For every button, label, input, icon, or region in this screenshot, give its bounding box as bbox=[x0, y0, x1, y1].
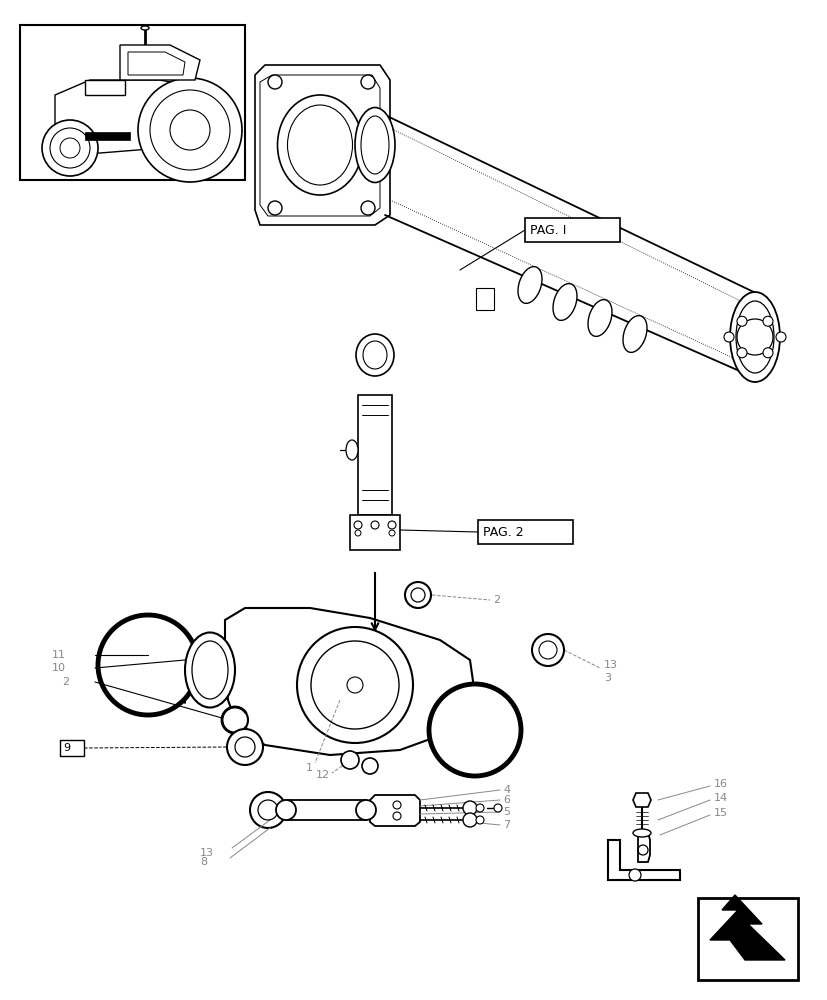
Text: 13: 13 bbox=[603, 660, 617, 670]
Bar bbox=[285, 800, 366, 820]
Ellipse shape bbox=[355, 107, 394, 183]
Text: PAG. I: PAG. I bbox=[529, 224, 566, 236]
Circle shape bbox=[42, 120, 98, 176]
Ellipse shape bbox=[356, 800, 375, 820]
Circle shape bbox=[494, 804, 501, 812]
Bar bbox=[60, 740, 84, 756]
Text: 16: 16 bbox=[713, 779, 727, 789]
Text: 13: 13 bbox=[200, 848, 213, 858]
Bar bbox=[477, 520, 572, 544]
Bar bbox=[357, 395, 391, 515]
Ellipse shape bbox=[277, 95, 362, 195]
Text: 8: 8 bbox=[200, 857, 207, 867]
Circle shape bbox=[250, 792, 285, 828]
Ellipse shape bbox=[729, 292, 779, 382]
Circle shape bbox=[341, 751, 359, 769]
Bar bbox=[524, 218, 619, 242]
Text: 5: 5 bbox=[502, 807, 509, 817]
Text: 10: 10 bbox=[52, 663, 66, 673]
Ellipse shape bbox=[587, 300, 611, 336]
Polygon shape bbox=[638, 832, 649, 862]
Circle shape bbox=[532, 634, 563, 666]
Circle shape bbox=[138, 78, 241, 182]
Ellipse shape bbox=[275, 800, 295, 820]
Text: 7: 7 bbox=[502, 820, 509, 830]
Circle shape bbox=[388, 521, 395, 529]
Text: 12: 12 bbox=[316, 770, 330, 780]
Ellipse shape bbox=[346, 440, 357, 460]
Polygon shape bbox=[55, 80, 220, 155]
Polygon shape bbox=[85, 80, 125, 95]
Polygon shape bbox=[370, 795, 419, 826]
Circle shape bbox=[361, 758, 378, 774]
Circle shape bbox=[268, 75, 282, 89]
Ellipse shape bbox=[184, 633, 235, 708]
Circle shape bbox=[762, 348, 772, 358]
Circle shape bbox=[476, 804, 484, 812]
Ellipse shape bbox=[356, 334, 394, 376]
Circle shape bbox=[428, 684, 520, 776]
Text: 3: 3 bbox=[603, 673, 610, 683]
Text: 4: 4 bbox=[502, 785, 509, 795]
Text: 11: 11 bbox=[52, 650, 66, 660]
Circle shape bbox=[629, 869, 640, 881]
Circle shape bbox=[222, 707, 248, 733]
Circle shape bbox=[723, 332, 733, 342]
Circle shape bbox=[150, 90, 230, 170]
Circle shape bbox=[170, 110, 210, 150]
Circle shape bbox=[462, 801, 476, 815]
Circle shape bbox=[297, 627, 413, 743]
Circle shape bbox=[354, 521, 361, 529]
Text: 1: 1 bbox=[306, 763, 313, 773]
Polygon shape bbox=[255, 65, 390, 225]
Circle shape bbox=[98, 615, 198, 715]
Bar bbox=[476, 288, 494, 310]
Text: 2: 2 bbox=[492, 595, 500, 605]
Circle shape bbox=[762, 316, 772, 326]
Polygon shape bbox=[225, 608, 475, 755]
Polygon shape bbox=[709, 895, 784, 960]
Ellipse shape bbox=[552, 284, 576, 320]
Polygon shape bbox=[632, 793, 650, 807]
Circle shape bbox=[736, 316, 746, 326]
Circle shape bbox=[227, 729, 263, 765]
Circle shape bbox=[404, 582, 431, 608]
Ellipse shape bbox=[622, 316, 646, 352]
Circle shape bbox=[775, 332, 785, 342]
Circle shape bbox=[393, 812, 400, 820]
Polygon shape bbox=[607, 840, 679, 880]
Text: PAG. 2: PAG. 2 bbox=[482, 526, 523, 538]
Circle shape bbox=[361, 75, 375, 89]
Circle shape bbox=[476, 816, 484, 824]
Bar bbox=[20, 25, 245, 180]
Circle shape bbox=[462, 813, 476, 827]
Ellipse shape bbox=[141, 26, 149, 30]
Bar bbox=[697, 898, 797, 980]
Text: 9: 9 bbox=[63, 743, 70, 753]
Circle shape bbox=[60, 138, 80, 158]
Ellipse shape bbox=[632, 829, 650, 837]
Circle shape bbox=[736, 348, 746, 358]
Polygon shape bbox=[128, 52, 184, 75]
Bar bbox=[350, 515, 399, 550]
Text: 2: 2 bbox=[62, 677, 69, 687]
Circle shape bbox=[370, 521, 379, 529]
Polygon shape bbox=[120, 45, 200, 80]
Circle shape bbox=[393, 801, 400, 809]
Circle shape bbox=[268, 201, 282, 215]
Ellipse shape bbox=[518, 267, 542, 303]
Text: 6: 6 bbox=[502, 795, 509, 805]
Circle shape bbox=[736, 319, 772, 355]
Text: 15: 15 bbox=[713, 808, 727, 818]
Text: 14: 14 bbox=[713, 793, 727, 803]
Circle shape bbox=[361, 201, 375, 215]
Circle shape bbox=[50, 128, 90, 168]
Bar bbox=[85, 132, 130, 140]
